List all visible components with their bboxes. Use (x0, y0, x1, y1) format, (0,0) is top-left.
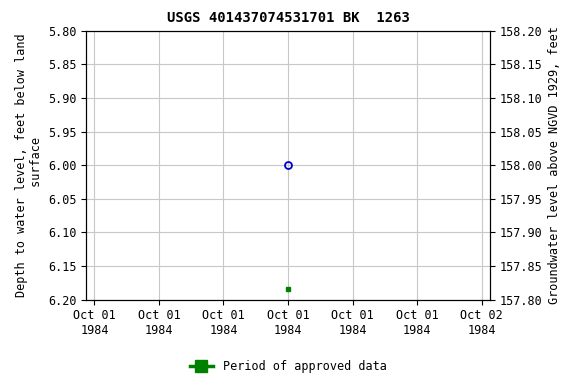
Y-axis label: Groundwater level above NGVD 1929, feet: Groundwater level above NGVD 1929, feet (548, 26, 560, 304)
Legend: Period of approved data: Period of approved data (185, 356, 391, 378)
Title: USGS 401437074531701 BK  1263: USGS 401437074531701 BK 1263 (166, 12, 410, 25)
Y-axis label: Depth to water level, feet below land
 surface: Depth to water level, feet below land su… (14, 33, 43, 297)
